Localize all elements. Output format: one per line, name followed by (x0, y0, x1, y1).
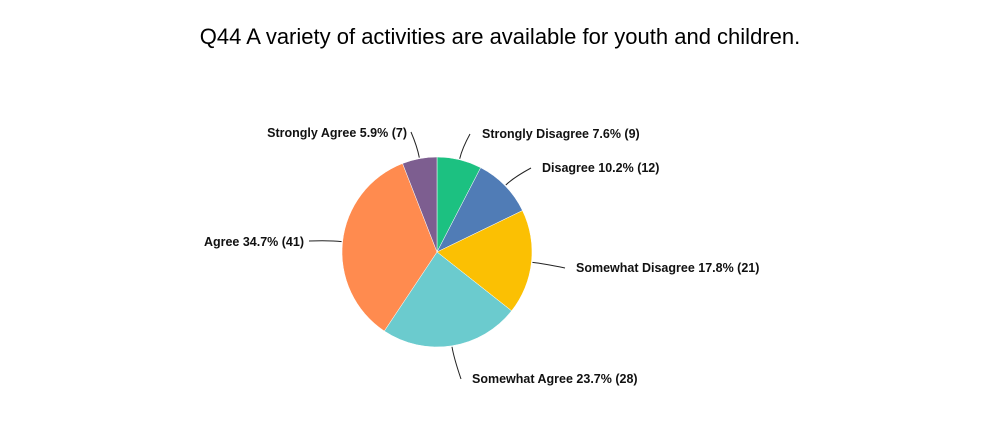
leader-line (451, 346, 462, 380)
pie-slice-agree (341, 163, 438, 332)
slice-label: Somewhat Agree 23.7% (28) (472, 372, 638, 386)
slice-label: Somewhat Disagree 17.8% (21) (576, 261, 759, 275)
leader-line (459, 133, 471, 159)
slice-label: Agree 34.7% (41) (204, 235, 304, 249)
pie-slice-strongly-agree (402, 156, 438, 253)
slice-label: Strongly Disagree 7.6% (9) (482, 127, 640, 141)
leader-line (505, 167, 532, 186)
leader-line (532, 261, 566, 269)
leader-line (410, 131, 420, 158)
slice-label: Strongly Agree 5.9% (7) (267, 126, 407, 140)
slice-label: Disagree 10.2% (12) (542, 161, 659, 175)
leader-line (308, 240, 342, 243)
pie-slice-somewhat-disagree (436, 210, 533, 312)
chart-title: Q44 A variety of activities are availabl… (199, 24, 801, 49)
pie-slice-somewhat-agree (383, 251, 512, 348)
